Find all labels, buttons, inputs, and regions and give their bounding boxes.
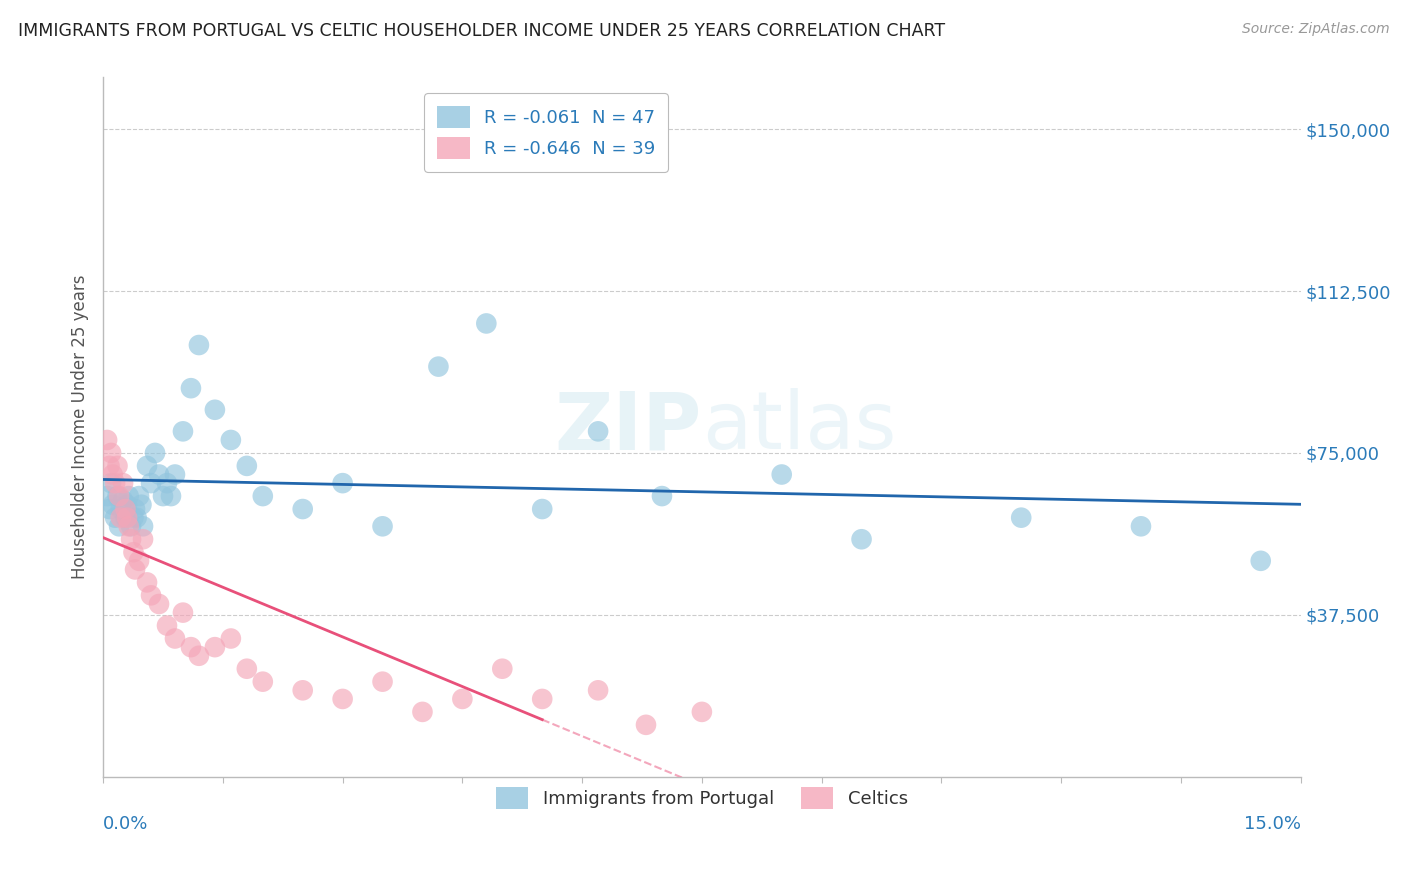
Point xyxy=(187,338,209,352)
Point xyxy=(122,545,145,559)
Point xyxy=(219,433,242,447)
Point xyxy=(1010,510,1032,524)
Point xyxy=(152,489,174,503)
Point xyxy=(128,489,150,503)
Point xyxy=(180,640,202,654)
Point xyxy=(252,489,274,503)
Point xyxy=(120,533,142,547)
Point xyxy=(96,433,118,447)
Point xyxy=(332,692,354,706)
Point xyxy=(172,606,194,620)
Point xyxy=(143,446,166,460)
Point xyxy=(122,510,145,524)
Point xyxy=(115,498,138,512)
Point xyxy=(1250,554,1272,568)
Point xyxy=(586,425,609,439)
Text: Source: ZipAtlas.com: Source: ZipAtlas.com xyxy=(1241,22,1389,37)
Point xyxy=(132,519,155,533)
Text: ZIP: ZIP xyxy=(554,388,702,466)
Y-axis label: Householder Income Under 25 years: Householder Income Under 25 years xyxy=(72,275,89,579)
Point xyxy=(112,476,135,491)
Point xyxy=(136,458,159,473)
Point xyxy=(156,618,179,632)
Point xyxy=(110,502,132,516)
Point xyxy=(124,562,146,576)
Point xyxy=(491,662,513,676)
Point xyxy=(204,402,226,417)
Point xyxy=(120,519,142,533)
Text: atlas: atlas xyxy=(702,388,896,466)
Point xyxy=(118,489,141,503)
Point xyxy=(411,705,433,719)
Point xyxy=(586,683,609,698)
Point xyxy=(531,692,554,706)
Point xyxy=(132,533,155,547)
Point xyxy=(98,458,121,473)
Point xyxy=(371,674,394,689)
Point xyxy=(139,476,162,491)
Point xyxy=(236,458,259,473)
Point xyxy=(96,489,118,503)
Point xyxy=(204,640,226,654)
Point xyxy=(851,533,873,547)
Point xyxy=(172,425,194,439)
Point xyxy=(131,498,153,512)
Point xyxy=(115,510,138,524)
Point xyxy=(108,519,131,533)
Point xyxy=(690,705,713,719)
Point xyxy=(163,632,186,646)
Point xyxy=(475,317,498,331)
Point xyxy=(104,510,127,524)
Point xyxy=(101,498,124,512)
Point xyxy=(107,458,129,473)
Point xyxy=(236,662,259,676)
Point xyxy=(101,467,124,482)
Point xyxy=(128,554,150,568)
Text: IMMIGRANTS FROM PORTUGAL VS CELTIC HOUSEHOLDER INCOME UNDER 25 YEARS CORRELATION: IMMIGRANTS FROM PORTUGAL VS CELTIC HOUSE… xyxy=(18,22,945,40)
Point xyxy=(110,510,132,524)
Point xyxy=(100,446,122,460)
Point xyxy=(125,510,148,524)
Text: 15.0%: 15.0% xyxy=(1244,815,1301,833)
Point xyxy=(148,467,170,482)
Point xyxy=(451,692,474,706)
Point xyxy=(531,502,554,516)
Point xyxy=(634,718,657,732)
Point xyxy=(427,359,450,374)
Point xyxy=(107,489,129,503)
Point xyxy=(100,476,122,491)
Point xyxy=(1130,519,1153,533)
Point xyxy=(139,588,162,602)
Point xyxy=(98,502,121,516)
Point xyxy=(180,381,202,395)
Point xyxy=(163,467,186,482)
Point xyxy=(124,502,146,516)
Point xyxy=(252,674,274,689)
Point xyxy=(148,597,170,611)
Text: 0.0%: 0.0% xyxy=(103,815,149,833)
Point xyxy=(371,519,394,533)
Point xyxy=(156,476,179,491)
Point xyxy=(118,519,141,533)
Point xyxy=(108,489,131,503)
Point xyxy=(114,502,136,516)
Point xyxy=(104,476,127,491)
Point xyxy=(114,510,136,524)
Point xyxy=(332,476,354,491)
Point xyxy=(651,489,673,503)
Point xyxy=(219,632,242,646)
Point xyxy=(136,575,159,590)
Point xyxy=(112,493,135,508)
Point xyxy=(160,489,183,503)
Point xyxy=(770,467,793,482)
Point xyxy=(291,502,314,516)
Point xyxy=(291,683,314,698)
Legend: Immigrants from Portugal, Celtics: Immigrants from Portugal, Celtics xyxy=(488,780,915,816)
Point xyxy=(187,648,209,663)
